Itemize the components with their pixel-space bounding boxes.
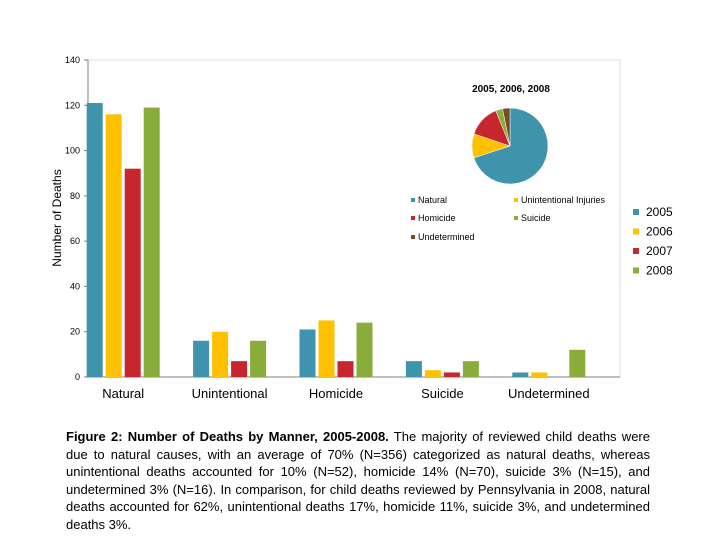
bar-2006-suicide [424,370,441,377]
pie-slice-undetermined [502,107,511,147]
legend-swatch-2005 [633,209,639,215]
x-tick-label: Suicide [421,386,464,401]
bar-2007-unintentional [231,361,248,377]
pie-legend-label: Homicide [418,213,456,223]
pie-legend-swatch-unintentional-injuries [514,198,518,202]
y-tick-label: 60 [70,236,80,246]
pie-slice-natural [473,107,549,185]
y-tick-label: 80 [70,191,80,201]
legend-label-2006: 2006 [646,225,673,239]
bar-2006-natural [105,114,122,377]
legend-swatch-2008 [633,267,639,274]
bar-2006-undetermined [531,372,548,377]
y-tick-label: 100 [65,146,80,156]
legend-swatch-2007 [633,248,639,254]
caption-lead: Figure 2: Number of Deaths by Manner, 20… [66,429,389,444]
bar-2006-unintentional [212,331,229,377]
x-tick-label: Homicide [309,386,363,401]
chart-canvas: 0 20 40 60 80 100 120 140 Number of Deaths Natura… [50,55,673,401]
caption-body: The majority of reviewed child deaths we… [66,429,650,532]
figure-caption: Figure 2: Number of Deaths by Manner, 20… [66,428,650,533]
y-tick-label: 0 [75,372,80,382]
bar-2008-homicide [356,322,373,377]
pie-legend-swatch-natural [411,198,415,202]
bar-2007-homicide [337,361,354,377]
y-tick-label: 40 [70,281,80,291]
pie-chart: 2005, 2006, 2008 Natural Unintentional Inj… [411,84,606,242]
pie-legend-label: Unintentional Injuries [521,195,606,205]
bar-chart-marks [86,103,586,378]
legend-label-2007: 2007 [646,244,673,258]
pie-legend-swatch-suicide [514,216,518,220]
pie-legend-label: Undetermined [418,232,475,242]
pie-legend-swatch-homicide [411,216,415,220]
x-tick-label: Natural [102,386,144,401]
bar-2005-undetermined [512,372,529,377]
bar-2007-suicide [443,372,460,377]
main-legend: 2005 2006 2007 2008 [633,205,673,278]
bar-2008-undetermined [569,349,586,377]
pie-legend-label: Natural [418,195,447,205]
bar-2005-unintentional [193,340,210,377]
pie-legend-swatch-undetermined [411,235,415,239]
legend-label-2008: 2008 [646,264,673,278]
x-tick-label: Undetermined [508,386,590,401]
bar-2005-natural [86,103,103,378]
bar-2008-suicide [462,361,479,377]
bar-2008-unintentional [250,340,267,377]
pie-legend-label: Suicide [521,213,551,223]
bar-2005-homicide [299,329,316,377]
y-tick-label: 120 [65,100,80,110]
bar-2006-homicide [318,320,335,377]
y-tick-label: 20 [70,327,80,337]
bar-2008-natural [143,107,160,378]
y-tick-label: 140 [65,55,80,65]
bar-2005-suicide [405,361,422,377]
x-tick-label: Unintentional [192,386,268,401]
y-axis-title: Number of Deaths [50,169,64,266]
legend-label-2005: 2005 [646,205,673,219]
bar-chart-axes: 0 20 40 60 80 100 120 140 Number of Deaths Natura… [50,55,621,401]
legend-swatch-2006 [633,228,639,235]
bar-2007-natural [124,168,141,377]
pie-title: 2005, 2006, 2008 [472,84,550,95]
